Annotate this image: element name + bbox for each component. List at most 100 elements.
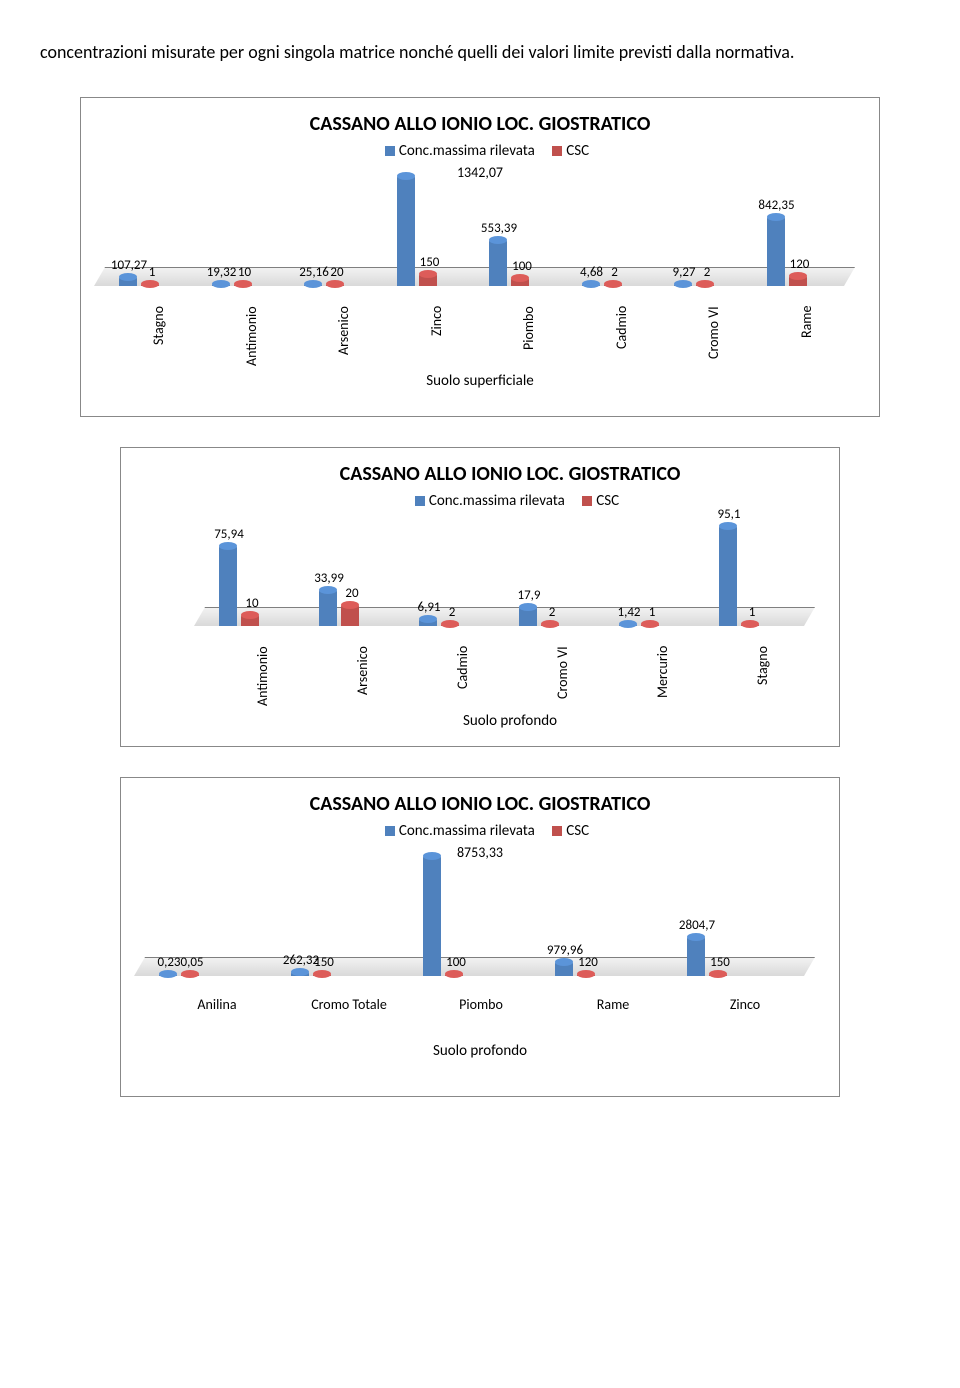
chart-2-axis: Antimonio Arsenico Cadmio Cromo VI Mercurio S…	[211, 646, 809, 706]
category-label: Cadmio	[454, 646, 471, 706]
chart-3-plot: 0,230,05262,32150100979,961202804,7150	[151, 846, 809, 976]
bar-limit	[441, 624, 459, 626]
value-label-a: 553,39	[479, 221, 519, 236]
category-label: Rame	[798, 306, 815, 366]
value-label-b: 120	[783, 257, 817, 272]
chart-3-axis: Anilina Cromo Totale Piombo Rame Zinco	[151, 996, 809, 1036]
category-label: Cadmio	[613, 306, 630, 366]
chart-1-legend: Conc.massima rilevata CSC	[81, 142, 879, 166]
bar-measured	[767, 217, 785, 286]
chart-2-plot: 75,941033,99206,91217,921,42195,11	[211, 516, 809, 626]
category-label: Arsenico	[354, 646, 371, 706]
bar-limit	[234, 284, 252, 286]
category-label: Piombo	[441, 996, 521, 1013]
chart-2: CASSANO ALLO IONIO LOC. GIOSTRATICO Conc…	[120, 447, 840, 747]
category-label: Arsenico	[335, 306, 352, 366]
bar-limit	[445, 974, 463, 976]
bar-limit	[141, 284, 159, 286]
legend-swatch-a	[385, 146, 395, 156]
bar-measured	[582, 284, 600, 286]
legend-label-b: CSC	[566, 142, 589, 160]
value-label-a: 75,94	[209, 527, 249, 542]
chart-2-subtitle: Suolo profondo	[181, 712, 839, 730]
chart-1-subtitle: Suolo superficiale	[81, 372, 879, 390]
bar-measured	[674, 284, 692, 286]
bar-limit	[709, 974, 727, 976]
bar-limit	[641, 624, 659, 626]
value-label-b: 2	[435, 605, 469, 620]
bar-limit	[241, 615, 259, 626]
value-label-b: 10	[235, 596, 269, 611]
bar-limit	[341, 605, 359, 626]
bar-measured	[304, 284, 322, 286]
chart-1-plot: 107,27119,321025,1620150553,391004,6829,…	[111, 166, 849, 286]
value-label-b: 2	[690, 265, 724, 280]
category-label: Antimonio	[254, 646, 271, 706]
category-label: Piombo	[520, 306, 537, 366]
bar-measured	[619, 624, 637, 626]
category-label: Cromo Totale	[309, 996, 389, 1013]
value-label-b: 150	[413, 255, 447, 270]
value-label-b: 120	[571, 955, 605, 970]
legend-swatch-b	[552, 826, 562, 836]
legend-swatch-b	[582, 496, 592, 506]
category-label: Mercurio	[654, 646, 671, 706]
value-label-a: 33,99	[309, 571, 349, 586]
legend-swatch-a	[385, 826, 395, 836]
value-label-b: 150	[307, 955, 341, 970]
bar-limit	[577, 974, 595, 976]
category-label: Stagno	[150, 306, 167, 366]
category-label: Anilina	[177, 996, 257, 1013]
value-label-b: 2	[535, 605, 569, 620]
legend-label-b: CSC	[596, 492, 619, 510]
bar-limit	[313, 974, 331, 976]
bar-limit	[696, 284, 714, 286]
bar-measured	[291, 972, 309, 976]
value-label-a: 2804,7	[677, 918, 717, 933]
bar-limit	[511, 278, 529, 286]
value-label-b: 10	[228, 265, 262, 280]
chart-1: CASSANO ALLO IONIO LOC. GIOSTRATICO Conc…	[80, 97, 880, 417]
bar-measured	[212, 284, 230, 286]
category-label: Zinco	[705, 996, 785, 1013]
bar-limit	[419, 274, 437, 286]
bar-limit	[326, 284, 344, 286]
bar-limit	[789, 276, 807, 286]
category-label: Antimonio	[243, 306, 260, 366]
bar-measured	[219, 546, 237, 626]
value-label-a: 842,35	[757, 198, 797, 213]
chart-3-title: CASSANO ALLO IONIO LOC. GIOSTRATICO	[121, 778, 839, 822]
category-label: Cromo VI	[705, 306, 722, 366]
value-label-a: 95,1	[709, 507, 749, 522]
bar-limit	[181, 974, 199, 976]
value-label-b: 0,05	[175, 955, 209, 970]
value-label-b: 20	[320, 265, 354, 280]
bar-limit	[741, 624, 759, 626]
chart-1-axis: Stagno Antimonio Arsenico Zinco Piombo Cadmio…	[111, 306, 849, 366]
bar-limit	[604, 284, 622, 286]
category-label: Zinco	[428, 306, 445, 366]
value-label-b: 1	[635, 605, 669, 620]
chart-1-title: CASSANO ALLO IONIO LOC. GIOSTRATICO	[81, 98, 879, 142]
value-label-a: 17,9	[509, 588, 549, 603]
category-label: Cromo VI	[554, 646, 571, 706]
bar-limit	[541, 624, 559, 626]
chart-3-subtitle: Suolo profondo	[121, 1042, 839, 1060]
value-label-b: 1	[735, 605, 769, 620]
legend-label-a: Conc.massima rilevata	[429, 492, 565, 510]
intro-paragraph: concentrazioni misurate per ogni singola…	[40, 38, 920, 67]
value-label-b: 1	[135, 265, 169, 280]
chart-2-title: CASSANO ALLO IONIO LOC. GIOSTRATICO	[181, 448, 839, 492]
legend-swatch-a	[415, 496, 425, 506]
value-label-b: 100	[505, 259, 539, 274]
value-label-b: 2	[598, 265, 632, 280]
value-label-b: 20	[335, 586, 369, 601]
bar-measured	[159, 974, 177, 976]
chart-3: CASSANO ALLO IONIO LOC. GIOSTRATICO Conc…	[120, 777, 840, 1097]
category-label: Stagno	[754, 646, 771, 706]
legend-label-a: Conc.massima rilevata	[399, 142, 535, 160]
legend-label-b: CSC	[566, 822, 589, 840]
legend-label-a: Conc.massima rilevata	[399, 822, 535, 840]
value-label-b: 100	[439, 955, 473, 970]
category-label: Rame	[573, 996, 653, 1013]
